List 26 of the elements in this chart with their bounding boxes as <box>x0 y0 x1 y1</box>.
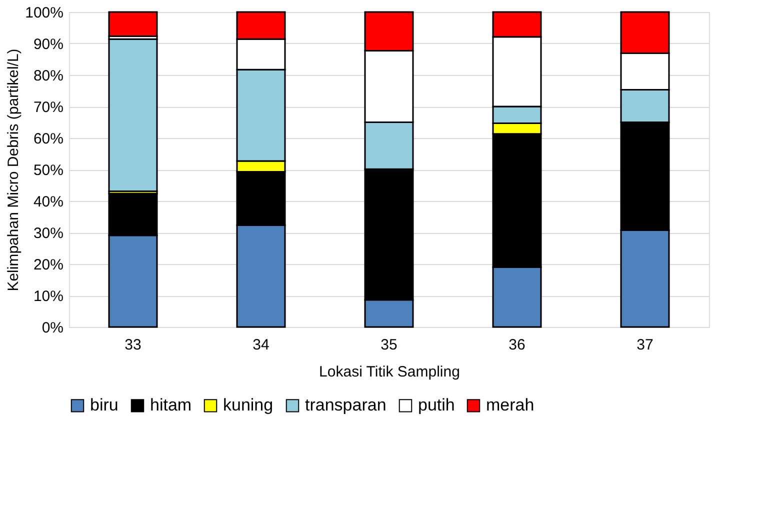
y-tick-label: 60% <box>33 130 64 148</box>
y-tick-label: 70% <box>33 99 64 116</box>
x-axis-title: Lokasi Titik Sampling <box>319 364 460 380</box>
y-tick-label: 40% <box>33 194 64 210</box>
legend-label: biru <box>90 396 118 415</box>
legend-label: transparan <box>305 396 386 415</box>
x-tick-label: 33 <box>124 336 142 354</box>
y-axis-title: Kelimpahan Micro Debris (partikel/L) <box>5 48 22 292</box>
legend-label: merah <box>486 396 534 415</box>
y-tick-label: 10% <box>33 288 64 305</box>
legend-label: hitam <box>150 396 192 415</box>
x-tick-label: 34 <box>252 336 270 354</box>
x-tick-label: 37 <box>636 336 654 354</box>
legend-label: kuning <box>223 396 274 415</box>
legend-label: putih <box>418 396 455 415</box>
y-tick-label: 20% <box>33 256 64 274</box>
y-tick-label: 80% <box>33 68 64 84</box>
y-tick-label: 0% <box>42 320 64 336</box>
x-tick-label: 36 <box>508 336 526 354</box>
x-tick-label: 35 <box>380 336 398 354</box>
y-tick-label: 50% <box>33 162 64 179</box>
y-tick-label: 100% <box>25 4 64 22</box>
bar <box>108 38 158 192</box>
y-tick-label: 30% <box>33 225 64 242</box>
y-tick-label: 90% <box>33 36 64 53</box>
bar <box>108 11 158 38</box>
